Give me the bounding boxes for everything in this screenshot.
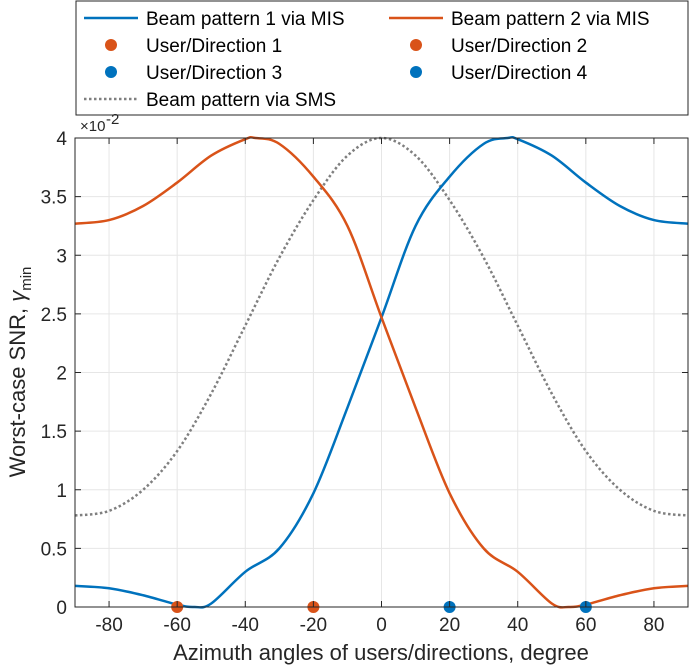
y-tick-label: 1.5	[41, 422, 67, 443]
x-tick-label: -40	[232, 615, 259, 636]
x-tick-label: 60	[575, 615, 596, 636]
series-line-1	[74, 135, 689, 609]
y-exponent-base: ×10	[80, 118, 105, 135]
legend-label: User/Direction 3	[146, 63, 282, 84]
legend-label: User/Direction 4	[451, 63, 588, 84]
y-tick-label: 0.5	[41, 539, 67, 560]
x-tick-label: 0	[376, 615, 387, 636]
legend-box	[75, 0, 689, 116]
legend: Beam pattern 1 via MIS Beam pattern 2 via…	[75, 0, 689, 116]
y-tick-label: 3	[56, 246, 67, 267]
y-exponent: ×10 -2	[80, 111, 119, 135]
y-axis-label-subscript: min	[18, 267, 35, 291]
y-tick-label: 1	[56, 481, 67, 502]
legend-marker-swatch	[410, 39, 422, 51]
legend-label: Beam pattern via SMS	[146, 90, 336, 111]
x-tick-label: 40	[507, 615, 528, 636]
legend-marker-swatch	[410, 66, 422, 78]
y-tick-label: 2	[56, 364, 67, 385]
y-axis-label-text: Worst-case SNR,	[5, 302, 30, 478]
y-tick-label: 2.5	[41, 305, 67, 326]
y-axis: 0 0.5 1 1.5 2 2.5 3 3.5 4	[41, 129, 688, 619]
x-tick-label: -80	[95, 615, 122, 636]
y-exponent-power: -2	[106, 111, 119, 128]
x-tick-label: 80	[643, 615, 664, 636]
legend-label: User/Direction 1	[146, 36, 282, 57]
x-axis-label: Azimuth angles of users/directions, degr…	[173, 640, 589, 665]
legend-label: User/Direction 2	[451, 36, 587, 57]
series-line-2	[74, 135, 689, 609]
x-tick-label: -60	[163, 615, 190, 636]
legend-label: Beam pattern 2 via MIS	[451, 9, 650, 30]
x-tick-label: 20	[439, 615, 460, 636]
plot-area	[74, 135, 689, 613]
y-tick-label: 4	[56, 129, 67, 150]
x-tick-label: -20	[300, 615, 327, 636]
legend-label: Beam pattern 1 via MIS	[146, 9, 345, 30]
y-tick-label: 0	[56, 598, 67, 619]
legend-marker-swatch	[105, 39, 117, 51]
x-axis: -80 -60 -40 -20 0 20 40 60 80	[95, 138, 665, 636]
y-tick-label: 3.5	[41, 188, 67, 209]
legend-marker-swatch	[105, 66, 117, 78]
y-axis-label-symbol: γ	[5, 289, 30, 302]
y-axis-label: Worst-case SNR, γmin	[5, 267, 35, 478]
